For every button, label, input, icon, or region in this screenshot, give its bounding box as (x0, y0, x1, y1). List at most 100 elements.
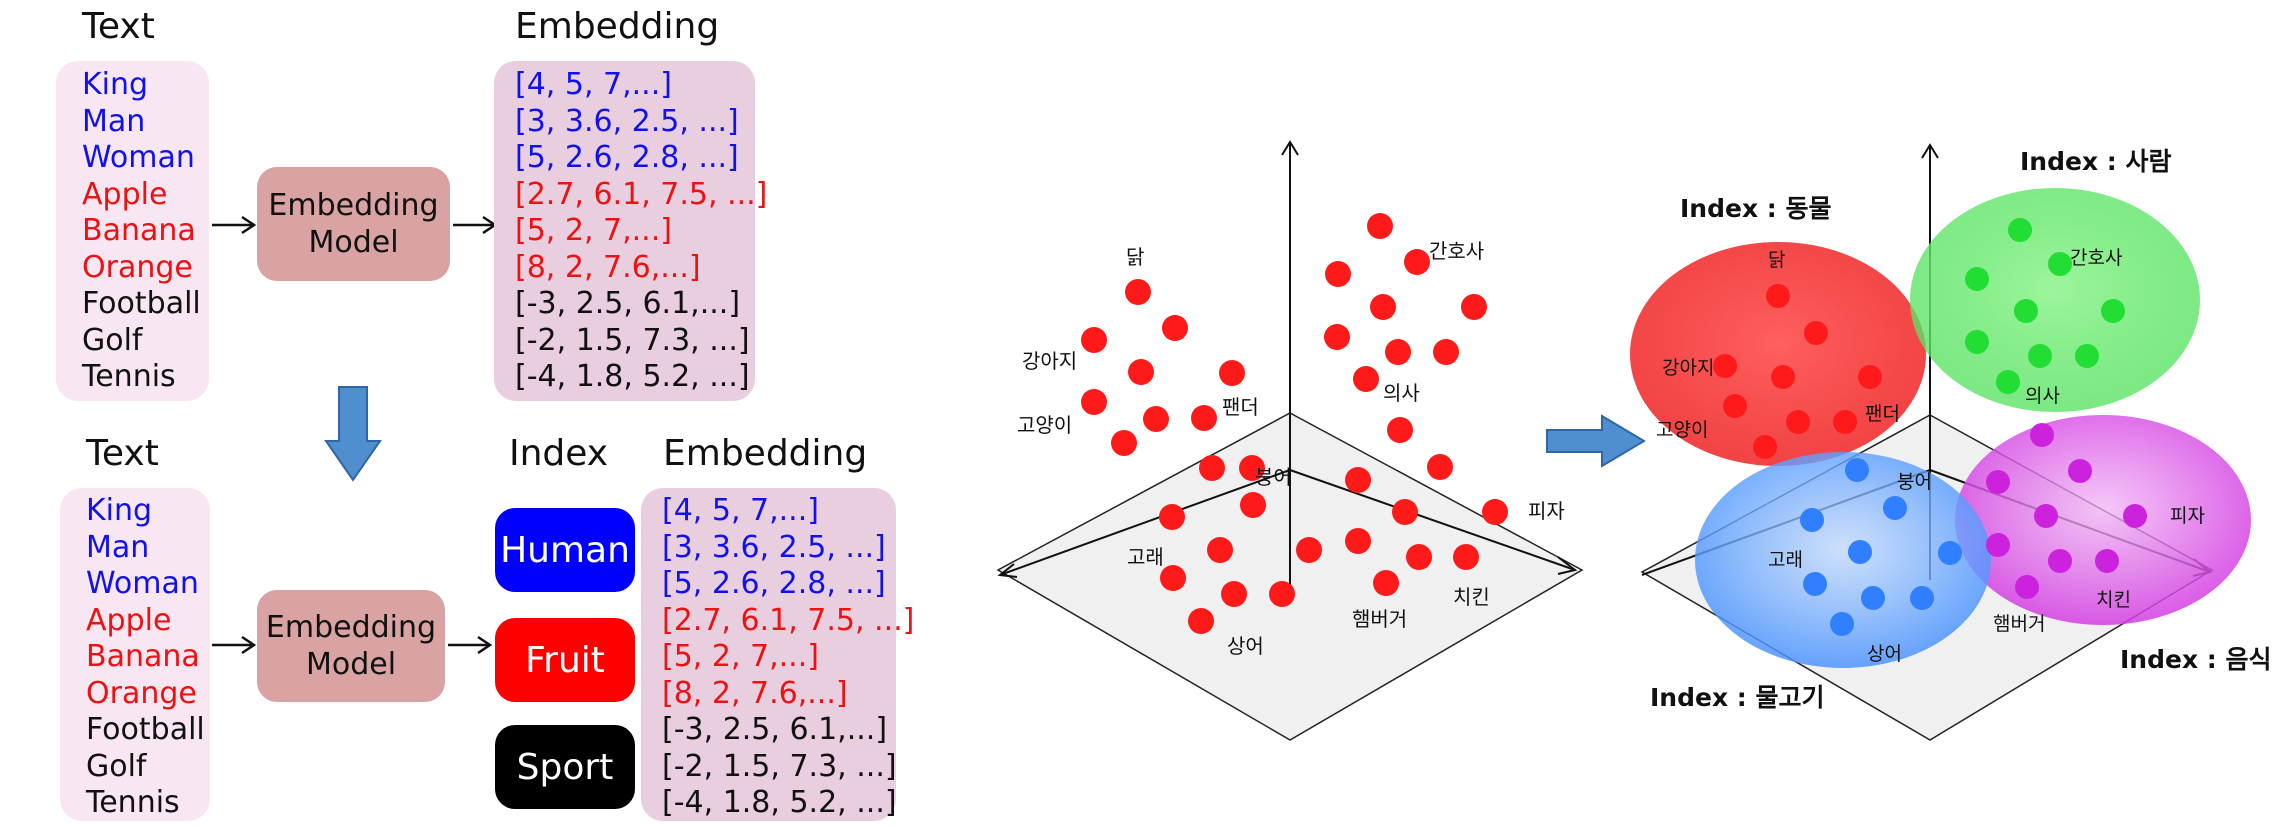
cluster-person (1910, 188, 2200, 412)
scatter-dot (1370, 294, 1396, 320)
point-label-carp: 붕어 (1255, 465, 1292, 489)
scatter-dot (1845, 458, 1869, 482)
top-embedding-box (494, 61, 755, 401)
embedding-vector: [5, 2.6, 2.8, ...] (515, 140, 739, 175)
top-embedding-header: Embedding (515, 6, 720, 47)
scatter-dot (2048, 549, 2072, 573)
embedding-vector: [5, 2.6, 2.8, ...] (662, 566, 886, 601)
scatter-dot (1406, 544, 1432, 570)
embedding-vector: [-3, 2.5, 6.1,...] (515, 286, 741, 321)
text-item: Football (82, 286, 201, 321)
text-item: Apple (82, 176, 168, 212)
scatter-dot (2015, 575, 2039, 599)
scatter-dot (1433, 339, 1459, 365)
right-axis (1289, 469, 1576, 571)
text-item: Banana (86, 639, 200, 674)
text-item: Tennis (86, 785, 180, 820)
cluster-animal (1630, 242, 1926, 466)
point-label-pizza: 피자 (2170, 505, 2205, 527)
bottom-index-header: Index (509, 433, 609, 474)
top-text-header: Text (82, 6, 155, 47)
left-axis-head (997, 563, 1018, 578)
scatter-dot (1883, 496, 1907, 520)
bottom-vector-list: [4, 5, 7,...] [3, 3.6, 2.5, ...] [5, 2.6, … (662, 493, 914, 822)
embedding-vector: [2.7, 6.1, 7.5, ...] (662, 602, 915, 638)
scatter-dot (1385, 339, 1411, 365)
text-item: Golf (86, 748, 147, 784)
scatter-dot (1771, 365, 1795, 389)
scatter-dot (1325, 261, 1351, 287)
scatter-dot (1723, 394, 1747, 418)
scatter-dot (2048, 252, 2072, 276)
bottom-arrow-to-index (448, 635, 493, 655)
scatter-dot (2075, 344, 2099, 368)
scatter-dot (1373, 570, 1399, 596)
text-item: Apple (86, 602, 172, 638)
point-label-puppy: 강아지 (1662, 357, 1714, 379)
scatter-dot (1239, 455, 1265, 481)
top-embedding-model: Embedding Model (257, 167, 450, 281)
scatter-dot (2123, 504, 2147, 528)
bottom-embedding-model: Embedding Model (257, 590, 445, 702)
index-label-human: Human (495, 508, 635, 592)
point-label-hamburger: 햄버거 (1352, 607, 1407, 631)
scatter-dot (1453, 544, 1479, 570)
text-item: King (82, 67, 149, 102)
scatter-dot (2101, 299, 2125, 323)
point-label-carp: 붕어 (1897, 471, 1932, 493)
scatter-dot (1188, 608, 1214, 634)
vertical-axis-head (1921, 143, 1939, 159)
scatter-dot (1143, 406, 1169, 432)
scatter-dot (1081, 389, 1107, 415)
embedding-vector: [-2, 1.5, 7.3, ...] (515, 322, 750, 358)
scatter-dot (1965, 330, 1989, 354)
bottom-word-list: King Man Woman Apple Banana Orange Football Gol… (86, 493, 205, 822)
point-label-shark: 상어 (1227, 634, 1264, 658)
scatter-dot (1207, 537, 1233, 563)
scatter-dot (2030, 423, 2054, 447)
index-title-person: Index : 사람 (2020, 147, 2171, 176)
embedding-vector: [8, 2, 7.6,...] (662, 675, 848, 711)
scatter-dot (1128, 359, 1154, 385)
text-item: Man (86, 529, 150, 565)
model-label-line1: Embedding (268, 188, 439, 223)
point-label-hamburger: 햄버거 (1993, 613, 2045, 635)
scatter-dot (2095, 549, 2119, 573)
scatter-dot (1345, 467, 1371, 493)
scatter-dot (1800, 508, 1824, 532)
text-item: Banana (82, 213, 196, 248)
cluster-dot-group (1713, 218, 2147, 636)
point-label-pizza: 피자 (1528, 499, 1565, 523)
bottom-embedding-box (641, 488, 896, 821)
embedding-vector: [4, 5, 7,...] (662, 493, 819, 528)
scatter-dot (1111, 430, 1137, 456)
scatter-dot (1986, 470, 2010, 494)
model-label-line1: Embedding (265, 610, 437, 645)
index-title-animal: Index : 동물 (1680, 194, 1831, 223)
embedding-vector: [5, 2, 7,...] (662, 639, 819, 674)
embedding-vector: [-4, 1.8, 5.2, ...] (662, 785, 897, 820)
index-label-sport: Sport (495, 725, 635, 809)
embedding-vector: [2.7, 6.1, 7.5, ...] (515, 176, 768, 212)
scatter-dot (1269, 581, 1295, 607)
scatter-dot (1387, 417, 1413, 443)
scatter-dot (1804, 321, 1828, 345)
scatter-dot (1162, 315, 1188, 341)
scatter-dot (2068, 459, 2092, 483)
scatter-dot (1159, 504, 1185, 530)
scatter-dot (1713, 354, 1737, 378)
index-label-fruit: Fruit (495, 618, 635, 702)
scatter-dot (1199, 455, 1225, 481)
point-label-panda: 팬더 (1222, 395, 1259, 419)
embedding-vector: [5, 2, 7,...] (515, 213, 672, 248)
point-label-panda: 팬더 (1865, 403, 1900, 425)
top-arrow-to-model (212, 215, 257, 235)
point-label-chicken: 닭 (1126, 245, 1144, 269)
embedding-vector: [-3, 2.5, 6.1,...] (662, 712, 888, 747)
text-item: Woman (86, 566, 199, 601)
bottom-embedding-header: Embedding (663, 433, 868, 474)
scatter-dot (1404, 249, 1430, 275)
point-label-chicken: 닭 (1768, 249, 1785, 271)
scatter-dot (1324, 324, 1350, 350)
point-label-cat: 고양이 (1656, 419, 1708, 441)
